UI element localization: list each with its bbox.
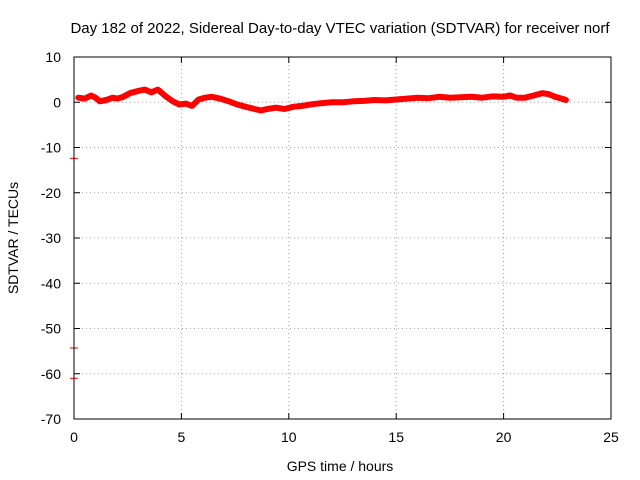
x-tick-label: 10 <box>281 429 297 445</box>
series-point <box>564 98 568 102</box>
series-point <box>115 97 119 101</box>
series-point <box>547 92 551 96</box>
y-tick-label: -20 <box>41 185 61 201</box>
series-point <box>491 94 495 98</box>
series-point <box>136 89 140 93</box>
series-point <box>252 107 256 111</box>
series-point <box>437 95 441 99</box>
tick-labels: 0 5 10 15 20 25 10 0 -10 -20 -30 -40 -50 -60 -70 <box>41 49 619 445</box>
y-tick-label: -70 <box>41 411 61 427</box>
series-point <box>76 96 80 100</box>
series-point <box>426 96 430 100</box>
x-axis-label: GPS time / hours <box>287 458 394 474</box>
x-tick-label: 25 <box>603 429 619 445</box>
x-tick-label: 0 <box>70 429 78 445</box>
series-point <box>164 95 168 99</box>
series-point <box>319 101 323 105</box>
series-point <box>480 96 484 100</box>
grid <box>74 57 611 419</box>
series-point <box>160 91 164 95</box>
series-point <box>560 97 564 101</box>
series-point <box>128 91 132 95</box>
series-point <box>469 95 473 99</box>
series-point <box>459 95 463 99</box>
x-tick-label: 5 <box>178 429 186 445</box>
series-point <box>300 104 304 108</box>
series-point <box>308 103 312 107</box>
series-point <box>383 98 387 102</box>
series-point <box>416 96 420 100</box>
series-point <box>177 103 181 107</box>
series-point <box>330 100 334 104</box>
series-point <box>553 95 557 99</box>
series-point <box>156 88 160 92</box>
y-tick-label: 0 <box>53 94 61 110</box>
series-point <box>394 98 398 102</box>
data-series <box>70 86 569 379</box>
series-point <box>121 95 125 99</box>
series-point <box>265 107 269 111</box>
series-point <box>235 103 239 107</box>
y-axis-label: SDTVAR / TECUs <box>5 182 21 294</box>
series-point <box>291 105 295 109</box>
axis-ticks <box>73 56 612 420</box>
y-tick-label: -30 <box>41 230 61 246</box>
series-point <box>209 95 213 99</box>
y-tick-label: -40 <box>41 275 61 291</box>
x-tick-label: 20 <box>496 429 512 445</box>
series-point <box>508 93 512 97</box>
series-point <box>532 93 536 97</box>
series-point <box>502 95 506 99</box>
series-point <box>448 96 452 100</box>
series-point <box>89 93 93 97</box>
y-tick-label: 10 <box>45 49 61 65</box>
y-tick-label: -60 <box>41 366 61 382</box>
series-point <box>244 105 248 109</box>
series-point <box>184 102 188 106</box>
series-point <box>93 96 97 100</box>
series-point <box>274 106 278 110</box>
series-point <box>149 90 153 94</box>
series-point <box>351 99 355 103</box>
x-tick-label: 15 <box>388 429 404 445</box>
series-point <box>171 99 175 103</box>
chart-title: Day 182 of 2022, Sidereal Day-to-day VTE… <box>70 20 610 37</box>
series-point <box>283 107 287 111</box>
series-point <box>104 98 108 102</box>
series-point <box>197 98 201 102</box>
series-point <box>259 108 263 112</box>
y-tick-label: -10 <box>41 140 61 156</box>
series-point <box>227 99 231 103</box>
series-point <box>111 96 115 100</box>
series-point <box>98 99 102 103</box>
series-point <box>143 88 147 92</box>
y-tick-label: -50 <box>41 321 61 337</box>
series-point <box>190 104 194 108</box>
series-point <box>83 97 87 101</box>
series-point <box>373 98 377 102</box>
series-point <box>218 97 222 101</box>
series-point <box>540 91 544 95</box>
series-point <box>514 96 518 100</box>
series-point <box>405 97 409 101</box>
series-point <box>362 99 366 103</box>
series-point <box>203 96 207 100</box>
series-point <box>523 96 527 100</box>
series-point <box>341 100 344 104</box>
